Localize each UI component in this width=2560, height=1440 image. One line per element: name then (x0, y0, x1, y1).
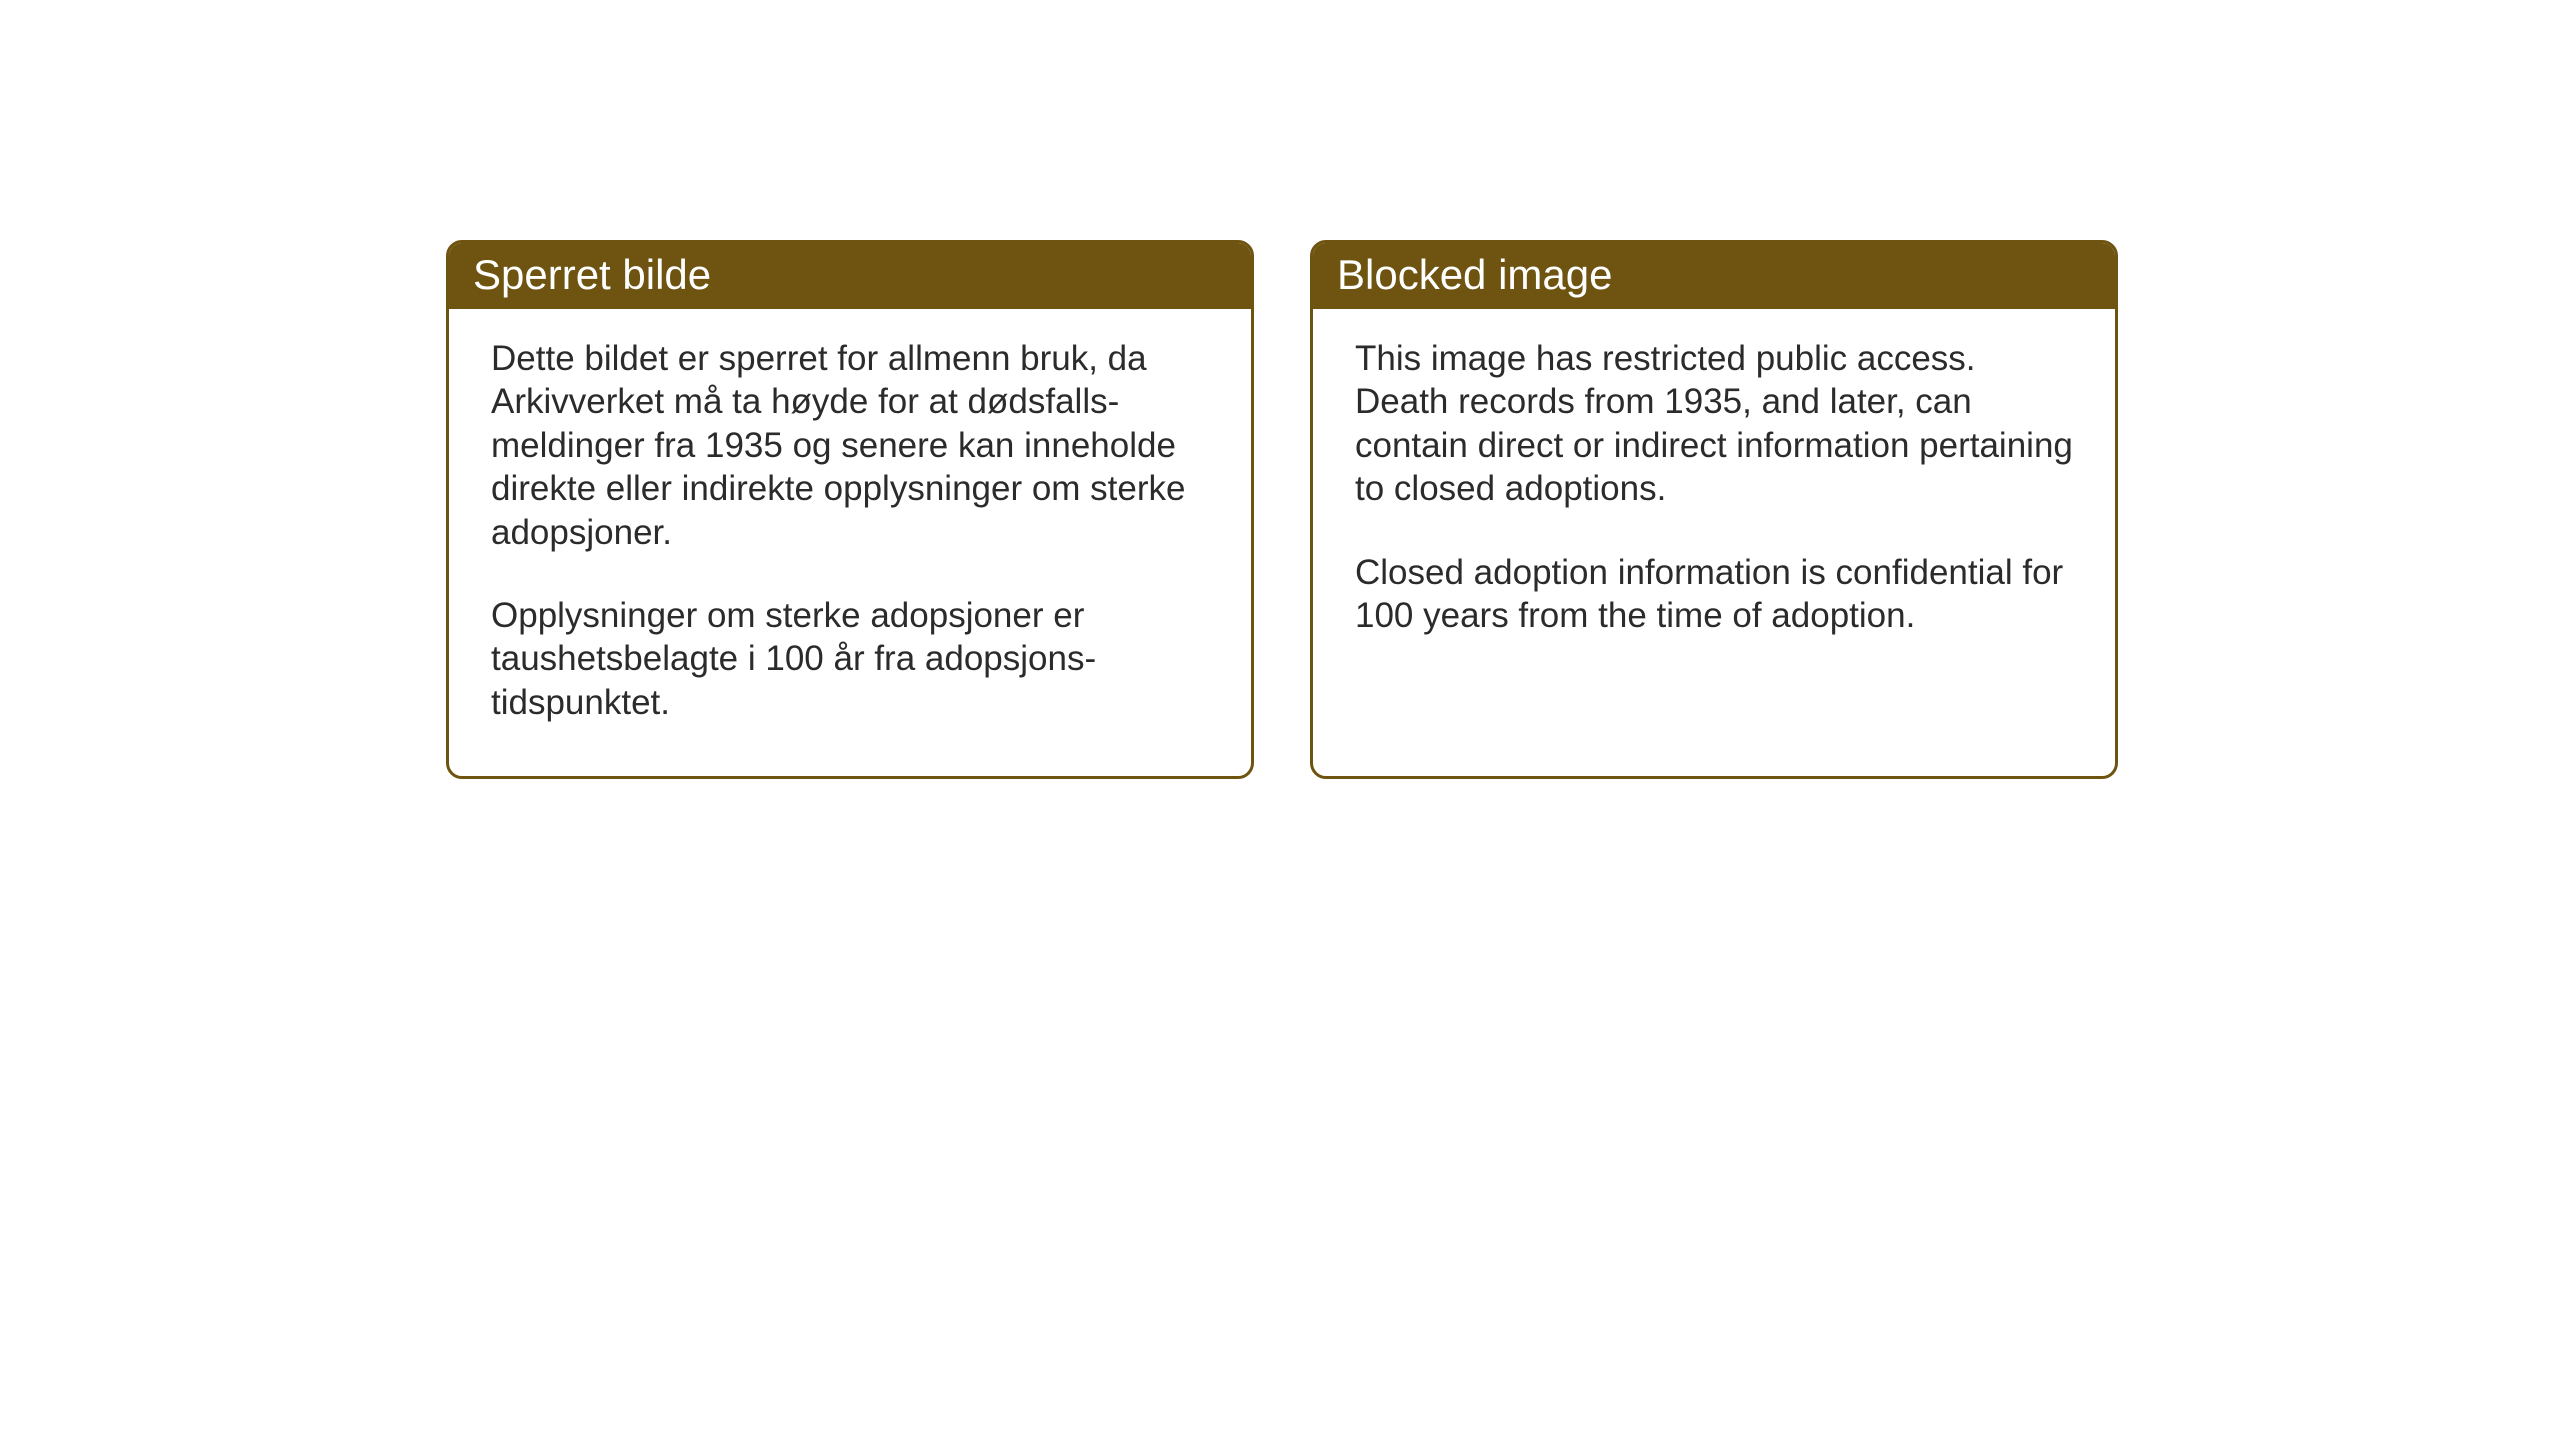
norwegian-card-header: Sperret bilde (449, 243, 1251, 309)
english-card: Blocked image This image has restricted … (1310, 240, 2118, 779)
english-paragraph-2: Closed adoption information is confident… (1355, 551, 2073, 638)
english-card-title: Blocked image (1337, 251, 1612, 298)
cards-container: Sperret bilde Dette bildet er sperret fo… (446, 240, 2118, 779)
english-card-body: This image has restricted public access.… (1313, 309, 2115, 689)
norwegian-card: Sperret bilde Dette bildet er sperret fo… (446, 240, 1254, 779)
norwegian-paragraph-2: Opplysninger om sterke adopsjoner er tau… (491, 594, 1209, 724)
norwegian-card-title: Sperret bilde (473, 251, 711, 298)
norwegian-card-body: Dette bildet er sperret for allmenn bruk… (449, 309, 1251, 776)
english-paragraph-1: This image has restricted public access.… (1355, 337, 2073, 511)
english-card-header: Blocked image (1313, 243, 2115, 309)
norwegian-paragraph-1: Dette bildet er sperret for allmenn bruk… (491, 337, 1209, 554)
